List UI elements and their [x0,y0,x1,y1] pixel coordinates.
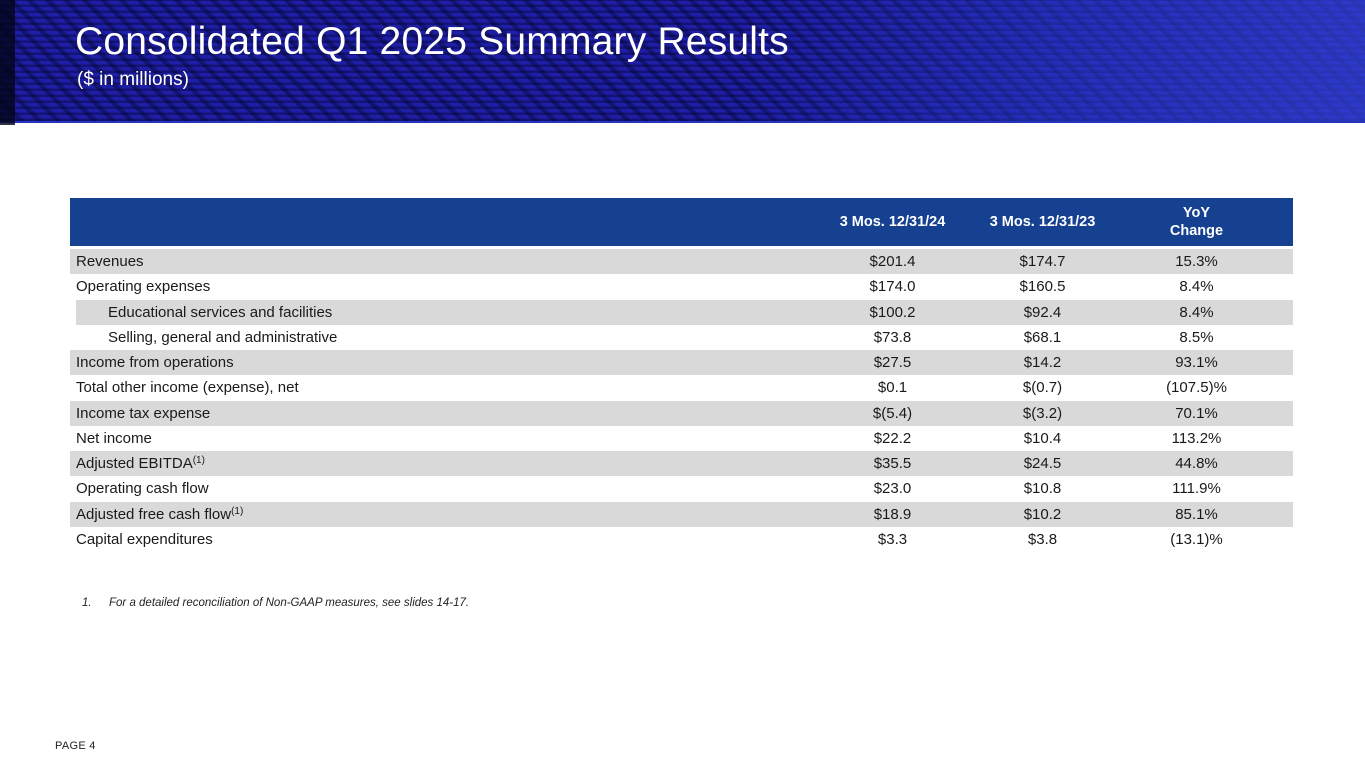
table-row: Income from operations $27.5 $14.2 93.1% [70,350,1293,376]
row-label: Revenues [76,253,144,271]
table-row: Adjusted EBITDA(1) $35.5 $24.5 44.8% [70,451,1293,477]
column-header-yoy-change: YoY Change [1169,204,1224,239]
footnote: 1. For a detailed reconciliation of Non-… [82,597,469,609]
row-label: Capital expenditures [76,530,213,548]
value-prior: $10.2 [1023,505,1062,523]
value-prior: $14.2 [1023,354,1062,372]
page-number-label: PAGE 4 [55,740,96,752]
row-label: Operating cash flow [76,480,209,498]
table-row: Operating cash flow $23.0 $10.8 111.9% [70,476,1293,501]
value-prior: $68.1 [1023,328,1062,346]
table-row: Educational services and facilities $100… [70,299,1293,325]
slide-subtitle: ($ in millions) [77,69,189,90]
value-yoy: 8.4% [1179,278,1214,296]
table-row: Selling, general and administrative $73.… [70,325,1293,350]
value-current: $(5.4) [872,404,913,422]
value-yoy: 93.1% [1175,354,1218,372]
value-prior: $(3.2) [1022,404,1063,422]
banner-left-edge-stripe [0,0,15,125]
value-prior: $160.5 [1019,278,1066,296]
slide-header-banner: Consolidated Q1 2025 Summary Results ($ … [0,0,1365,125]
row-label: Adjusted EBITDA(1) [76,455,205,473]
value-current: $22.2 [873,429,912,447]
table-header-row: 3 Mos. 12/31/24 3 Mos. 12/31/23 YoY Chan… [70,198,1293,246]
value-current: $23.0 [873,480,912,498]
table-row: Operating expenses $174.0 $160.5 8.4% [70,274,1293,299]
value-yoy: 15.3% [1175,253,1218,271]
row-label: Adjusted free cash flow(1) [76,505,244,523]
value-current: $73.8 [873,328,912,346]
value-current: $174.0 [869,278,916,296]
value-yoy: 111.9% [1172,480,1221,498]
row-label: Income tax expense [76,404,211,422]
row-label: Educational services and facilities [108,303,333,321]
table-header-spacer [70,198,800,246]
value-prior: $24.5 [1023,455,1062,473]
value-prior: $(0.7) [1022,379,1063,397]
financial-summary-table: 3 Mos. 12/31/24 3 Mos. 12/31/23 YoY Chan… [70,198,1293,552]
value-yoy: 8.5% [1179,328,1214,346]
value-yoy: 113.2% [1171,429,1222,447]
value-current: $18.9 [873,505,912,523]
value-current: $100.2 [869,303,916,321]
footnote-number: 1. [82,597,92,609]
row-label: Operating expenses [76,278,211,296]
table-row: Income tax expense $(5.4) $(3.2) 70.1% [70,400,1293,426]
footnote-text: For a detailed reconciliation of Non-GAA… [109,597,470,609]
footnote-superscript: (1) [231,505,244,517]
value-yoy: (13.1)% [1170,530,1223,548]
table-row: Adjusted free cash flow(1) $18.9 $10.2 8… [70,501,1293,527]
value-current: $201.4 [869,253,916,271]
row-label: Income from operations [76,354,234,372]
value-prior: $92.4 [1023,303,1062,321]
column-header-current-period: 3 Mos. 12/31/24 [839,213,946,230]
table-row: Revenues $201.4 $174.7 15.3% [70,249,1293,275]
slide-title: Consolidated Q1 2025 Summary Results [75,20,789,63]
value-current: $35.5 [873,455,912,473]
value-prior: $10.4 [1023,429,1062,447]
table-row: Total other income (expense), net $0.1 $… [70,375,1293,400]
value-current: $27.5 [873,354,912,372]
table-row: Capital expenditures $3.3 $3.8 (13.1)% [70,527,1293,552]
value-yoy: 70.1% [1175,404,1218,422]
column-header-prior-period: 3 Mos. 12/31/23 [989,213,1096,230]
value-prior: $3.8 [1027,530,1058,548]
value-yoy: 8.4% [1179,303,1214,321]
row-label: Total other income (expense), net [76,379,299,397]
value-yoy: 44.8% [1175,455,1218,473]
row-label: Selling, general and administrative [108,328,338,346]
value-prior: $10.8 [1023,480,1062,498]
row-label: Net income [76,429,152,447]
value-prior: $174.7 [1019,253,1066,271]
value-current: $3.3 [877,530,908,548]
value-yoy: (107.5)% [1166,379,1227,397]
table-row: Net income $22.2 $10.4 113.2% [70,426,1293,451]
value-current: $0.1 [877,379,908,397]
footnote-superscript: (1) [192,455,205,467]
value-yoy: 85.1% [1175,505,1218,523]
